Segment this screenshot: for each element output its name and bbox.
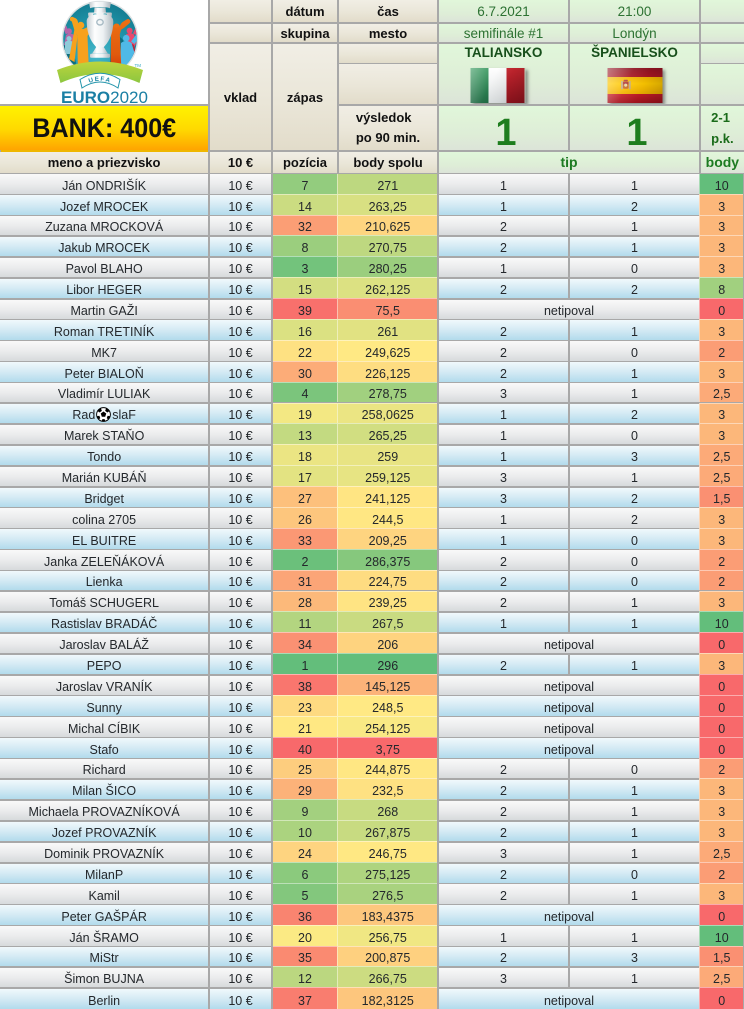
svg-text:TM: TM — [134, 63, 141, 68]
svg-text:UEFA: UEFA — [87, 76, 112, 85]
